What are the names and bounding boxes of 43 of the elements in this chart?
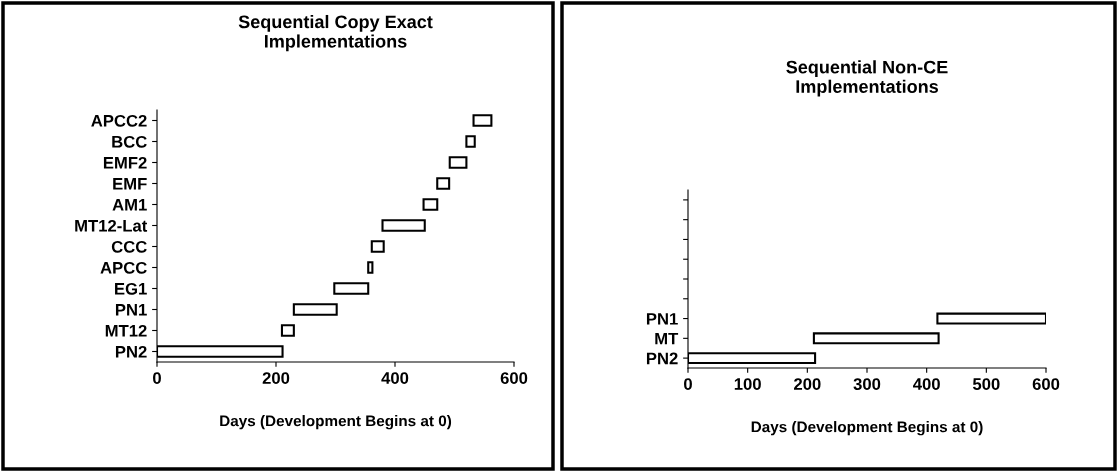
bar <box>333 282 370 295</box>
bar <box>292 303 338 316</box>
y-tick-label: EG1 <box>115 282 147 295</box>
x-tick-label: 0 <box>684 378 692 390</box>
x-tick-label: 200 <box>262 372 290 384</box>
bar <box>381 219 426 232</box>
bar <box>422 198 439 211</box>
x-tick-label: 500 <box>972 378 1000 390</box>
bar <box>465 135 476 148</box>
bar <box>367 261 374 274</box>
y-tick-label: APCC <box>100 261 147 274</box>
bar <box>436 177 451 190</box>
bar <box>472 114 493 127</box>
bar <box>448 156 468 169</box>
y-tick-label: EMF2 <box>103 156 147 169</box>
bar <box>280 324 295 337</box>
y-tick-label: PN2 <box>115 345 147 358</box>
bar <box>812 332 940 345</box>
x-tick-label: 400 <box>381 372 409 384</box>
y-tick-label: MT12-Lat <box>75 219 148 232</box>
y-tick-label: PN2 <box>646 352 678 365</box>
x-tick-label: 600 <box>1032 378 1060 390</box>
x-tick-label: 300 <box>853 378 881 390</box>
chart-title: Sequential Non-CE Implementations <box>786 60 948 97</box>
y-tick-label: PN1 <box>646 313 678 325</box>
chart-title: Sequential Copy Exact Implementations <box>238 14 433 52</box>
x-tick-label: 200 <box>794 378 821 390</box>
x-axis-title: Days (Development Begins at 0) <box>220 415 452 430</box>
y-tick-label: MT <box>655 332 679 345</box>
x-axis-title: Days (Development Begins at 0) <box>751 421 983 436</box>
y-tick-label: BCC <box>112 135 147 148</box>
y-tick-label: CCC <box>111 240 147 253</box>
y-tick-label: EMF <box>113 178 147 190</box>
y-tick-label: AM1 <box>112 199 147 211</box>
bar <box>936 312 1046 325</box>
x-tick-label: 600 <box>500 372 528 384</box>
x-tick-label: 400 <box>913 378 940 390</box>
y-tick-label: APCC2 <box>91 114 147 127</box>
y-tick-label: PN1 <box>115 304 147 316</box>
y-tick-label: MT12 <box>105 324 147 337</box>
x-tick-label: 100 <box>734 378 761 390</box>
bar <box>370 240 385 253</box>
x-tick-label: 0 <box>153 372 161 384</box>
